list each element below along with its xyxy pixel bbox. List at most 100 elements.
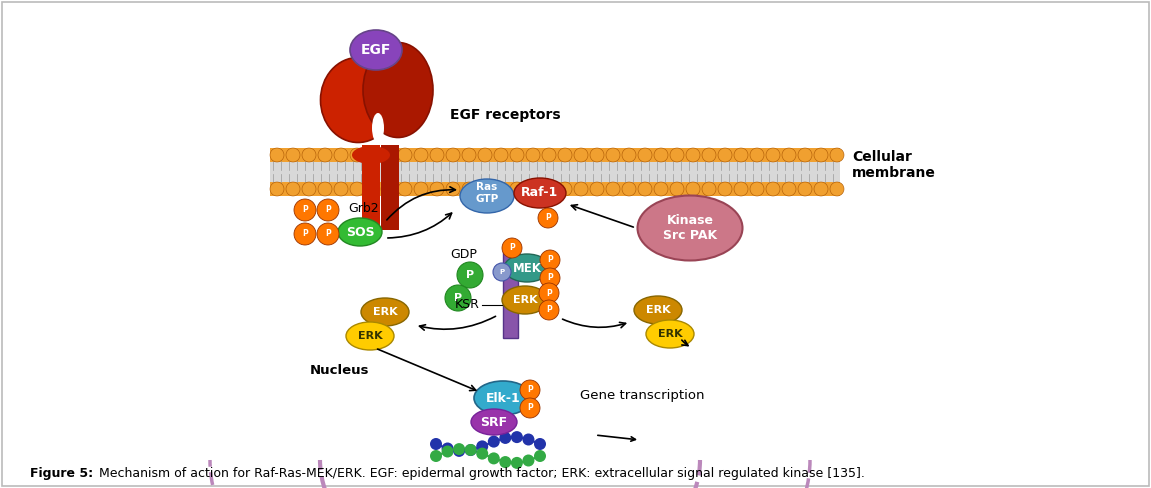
Ellipse shape [638,196,742,261]
Bar [363,145,380,235]
Circle shape [453,445,465,457]
Circle shape [574,182,588,196]
Circle shape [294,199,317,221]
Circle shape [605,148,620,162]
Text: P: P [466,270,474,280]
Circle shape [302,182,317,196]
Circle shape [782,182,796,196]
Circle shape [334,148,348,162]
Circle shape [488,436,500,447]
Circle shape [750,182,764,196]
Ellipse shape [445,285,471,311]
Ellipse shape [471,409,517,435]
Circle shape [718,182,732,196]
Bar [270,182,840,196]
Text: Nucleus: Nucleus [310,364,369,377]
Text: P: P [546,288,551,298]
Circle shape [478,148,491,162]
Circle shape [500,432,511,444]
Text: ERK: ERK [373,307,397,317]
Ellipse shape [504,254,550,282]
Circle shape [622,148,637,162]
Circle shape [526,182,540,196]
Circle shape [270,148,284,162]
Text: Grb2: Grb2 [348,202,379,215]
Circle shape [734,182,748,196]
Circle shape [718,148,732,162]
Text: P: P [500,269,504,275]
Circle shape [734,148,748,162]
Circle shape [502,238,523,258]
Circle shape [638,148,651,162]
Circle shape [494,148,508,162]
Circle shape [520,380,540,400]
Circle shape [350,182,364,196]
Circle shape [317,199,340,221]
Ellipse shape [474,381,532,415]
Ellipse shape [350,30,402,70]
Bar [270,162,840,182]
Circle shape [540,268,561,288]
Circle shape [294,223,317,245]
Text: P: P [527,386,533,394]
Text: Gene transcription: Gene transcription [580,388,704,402]
Ellipse shape [502,286,548,314]
Circle shape [414,148,428,162]
Circle shape [465,444,477,456]
Circle shape [430,148,444,162]
Circle shape [605,182,620,196]
Ellipse shape [346,322,394,350]
Circle shape [523,454,534,467]
Text: KSR: KSR [455,299,480,311]
Circle shape [526,148,540,162]
Circle shape [430,182,444,196]
Text: P: P [547,273,552,283]
Circle shape [830,182,844,196]
Circle shape [590,148,604,162]
Text: P: P [325,205,330,215]
Circle shape [414,182,428,196]
Circle shape [782,148,796,162]
Text: P: P [325,229,330,239]
Circle shape [798,148,811,162]
Text: Kinase
Src PAK: Kinase Src PAK [663,214,717,242]
Circle shape [318,182,331,196]
Circle shape [511,457,523,469]
Circle shape [539,300,559,320]
Circle shape [302,148,317,162]
Text: Raf-1: Raf-1 [521,186,558,200]
Ellipse shape [320,58,396,142]
Text: Ras
GTP: Ras GTP [475,182,498,204]
Circle shape [542,148,556,162]
Circle shape [462,148,477,162]
Circle shape [830,148,844,162]
Text: Elk-1: Elk-1 [486,391,520,405]
Ellipse shape [457,262,483,288]
Circle shape [511,431,523,443]
Circle shape [500,456,511,468]
Ellipse shape [460,179,514,213]
Circle shape [430,438,442,450]
Text: P: P [302,205,307,215]
Circle shape [539,283,559,303]
Circle shape [654,182,668,196]
Circle shape [465,444,477,456]
Text: Cellular
membrane: Cellular membrane [852,150,936,180]
Circle shape [534,438,546,450]
Circle shape [702,148,716,162]
Ellipse shape [352,146,390,164]
Text: ERK: ERK [358,331,382,341]
Circle shape [398,182,412,196]
Text: EGF receptors: EGF receptors [450,108,561,122]
Circle shape [523,433,534,446]
Circle shape [366,182,380,196]
Ellipse shape [338,218,382,246]
Circle shape [453,443,465,455]
Circle shape [686,148,700,162]
Text: P: P [547,256,552,264]
Circle shape [814,182,828,196]
Circle shape [366,148,380,162]
Circle shape [510,148,524,162]
Ellipse shape [363,42,433,138]
Circle shape [398,148,412,162]
